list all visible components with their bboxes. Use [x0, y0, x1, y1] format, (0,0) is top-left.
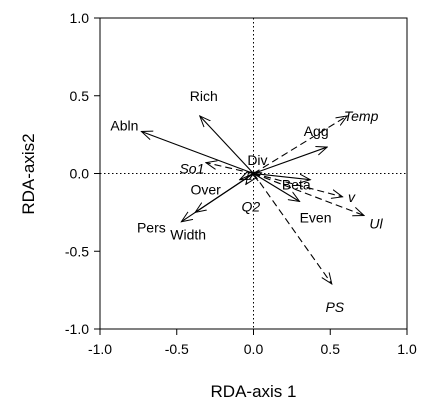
- vector-label-so1: So1: [179, 161, 204, 177]
- vector-label-width: Width: [170, 226, 206, 242]
- y-tick-label: 1.0: [70, 10, 90, 26]
- vector-label-div: Div: [247, 152, 267, 168]
- vector-arrow-beta: [253, 172, 311, 180]
- x-axis-title: RDA-axis 1: [211, 382, 297, 401]
- vector-label-even: Even: [300, 209, 332, 225]
- y-tick-label: -0.5: [65, 243, 89, 259]
- vector-label-beta: Beta: [282, 177, 311, 193]
- x-tick-label: -1.0: [88, 341, 112, 357]
- vector-arrow-temp: [253, 116, 348, 174]
- vector-label-ps: PS: [325, 299, 344, 315]
- vector-arrow-so1: [206, 163, 254, 175]
- vector-arrow-agg: [253, 147, 328, 175]
- vector-arrow-div: [250, 172, 253, 174]
- vector-label-abln: Abln: [110, 118, 138, 134]
- vector-label-agg: Agg: [304, 123, 329, 139]
- y-tick-label: 0.5: [70, 88, 90, 104]
- x-tick-label: 0.5: [321, 341, 341, 357]
- vector-label-q2: Q2: [241, 198, 260, 214]
- y-axis-title: RDA-axis2: [19, 133, 38, 214]
- vector-label-rich: Rich: [190, 88, 218, 104]
- vector-arrow-rich: [200, 116, 254, 174]
- vector-arrow-ps: [253, 173, 332, 284]
- x-tick-label: -0.5: [165, 341, 189, 357]
- y-tick-label: 0.0: [70, 166, 90, 182]
- vector-arrow-ul: [253, 172, 365, 216]
- x-tick-label: 1.0: [397, 341, 417, 357]
- vector-arrow-v: [253, 172, 343, 197]
- vector-label-temp: Temp: [344, 108, 379, 124]
- vector-arrow-even: [253, 173, 300, 202]
- vector-label-ul: Ul: [369, 215, 383, 231]
- vector-arrow-width: [195, 173, 254, 213]
- x-tick-label: 0.0: [244, 341, 264, 357]
- y-tick-label: -1.0: [65, 321, 89, 337]
- vector-label-pers: Pers: [137, 220, 166, 236]
- vector-label-v: v: [348, 189, 356, 205]
- vector-arrow-abln: [141, 132, 254, 175]
- vector-label-over: Over: [191, 182, 222, 198]
